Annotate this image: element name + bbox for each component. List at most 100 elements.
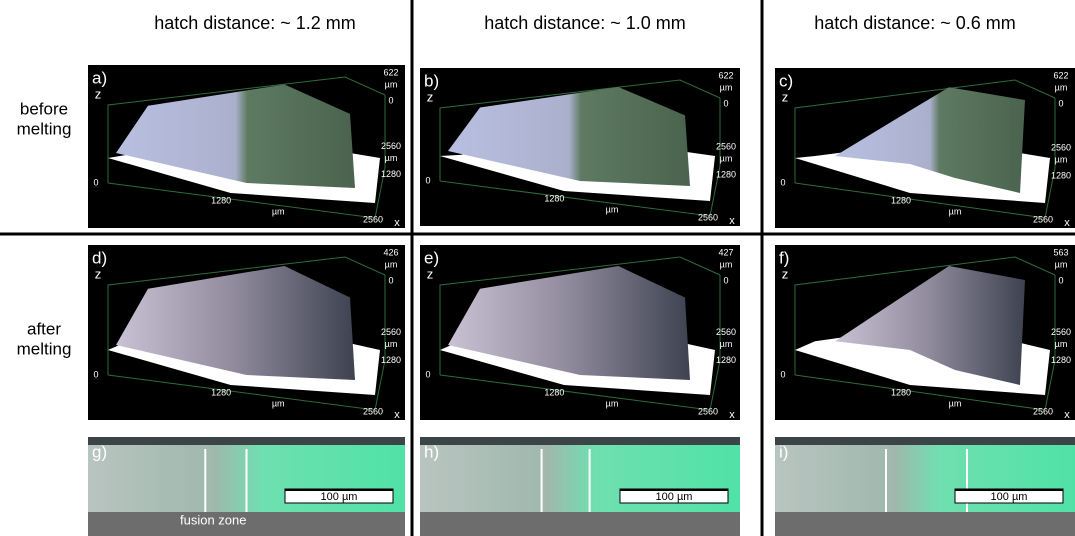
micrograph: h) 100 µm [420,437,740,536]
axis-text: z [427,89,434,104]
axis-text: 0 [425,369,430,379]
axis-text: µm [1055,82,1068,92]
substrate [775,512,1075,536]
axis-text: x [729,215,735,227]
axis-text: 1280 [544,387,564,397]
axis-text: 0 [780,369,785,379]
axis-text: 0 [723,275,728,285]
axis-text: x [394,217,400,229]
surface-panel: c)z 622 µm 0 2560 µm 1280 0 1280 µm 2560 x [775,68,1075,229]
surface-panel: a)z622µm02560µm128001280µm2560x [88,65,405,229]
micrograph: g)100 µmfusion zone [88,437,405,536]
axis-text: µm [272,206,285,216]
axis-text: µm [949,398,962,408]
axis-text: z [782,89,789,104]
axis-text: x [729,409,735,421]
axis-text: 1280 [716,169,736,179]
axis-text: µm [720,339,733,349]
scale-bar-label: 100 µm [656,491,693,503]
axis-text: µm [385,153,398,163]
axis-text: 1280 [891,195,911,205]
panel-label: d) [92,248,107,267]
figure: hatch distance: ~ 1.2 mm hatch distance: … [0,0,1075,536]
axis-text: µm [1055,339,1068,349]
axis-text: µm [606,398,619,408]
axis-text: 0 [93,369,98,379]
panel-label: i) [779,442,788,461]
axis-text: 1280 [544,193,564,203]
axis-text: 1280 [211,195,231,205]
axis-text: µm [720,82,733,92]
panel-label: c) [779,71,793,90]
axis-text: 0 [388,95,393,105]
axis-text: µm [1055,259,1068,269]
axis-text: 2560 [363,214,383,224]
axis-text: µm [720,259,733,269]
axis-text: 1280 [381,169,401,179]
axis-text: µm [385,79,398,89]
axis-text: z [95,86,102,101]
substrate [88,512,405,536]
axis-text: x [1064,217,1070,229]
axis-text: x [1064,409,1070,421]
axis-text: 2560 [363,406,383,416]
axis-text: 2560 [698,212,718,222]
panel-label: h) [424,442,439,461]
axis-text: z [782,266,789,281]
scale-bar-label: 100 µm [321,491,358,503]
top-edge [420,437,740,445]
axis-text: 2560 [1051,142,1071,152]
axis-text: µm [949,206,962,216]
panel-label: g) [92,442,107,461]
column-title: hatch distance: ~ 1.2 mm [154,13,356,33]
scale-bar-label: 100 µm [991,491,1028,503]
axis-text: 1280 [891,387,911,397]
row-label: before [20,99,68,118]
axis-text: x [394,409,400,421]
axis-text: 1280 [211,387,231,397]
axis-text: 2560 [716,327,736,337]
axis-text: 1280 [381,355,401,365]
axis-text: µm [385,339,398,349]
axis-text: 2560 [698,406,718,416]
axis-text: 1280 [1051,355,1071,365]
axis-text: 0 [388,275,393,285]
axis-text: 2560 [1033,406,1053,416]
top-edge [88,437,405,445]
axis-text: µm [385,259,398,269]
axis-text: 2560 [1051,327,1071,337]
top-edge [775,437,1075,445]
axis-text: 0 [780,177,785,187]
row-label: after [27,319,61,338]
axis-text: 1280 [716,355,736,365]
column-title: hatch distance: ~ 0.6 mm [814,13,1016,33]
axis-text: 0 [1058,98,1063,108]
axis-text: 2560 [381,141,401,151]
axis-text: 2560 [716,141,736,151]
axis-text: 2560 [1033,214,1053,224]
axis-text: z [95,266,102,281]
axis-text: 622 [1053,70,1068,80]
axis-text: 1280 [1051,170,1071,180]
axis-text: µm [606,204,619,214]
axis-text: 426 [383,247,398,257]
axis-text: 622 [383,67,398,77]
axis-text: µm [1055,154,1068,164]
panel-label: e) [424,248,439,267]
axis-text: 2560 [381,327,401,337]
row-label: melting [17,339,72,358]
panel-label: a) [92,68,107,87]
axis-text: 0 [1058,275,1063,285]
panel-label: b) [424,71,439,90]
axis-text: µm [720,153,733,163]
substrate [420,512,740,536]
micrograph: i) 100 µm [775,437,1075,536]
panel-label: f) [779,248,789,267]
axis-text: 622 [718,70,733,80]
axis-text: 0 [723,98,728,108]
column-title: hatch distance: ~ 1.0 mm [484,13,686,33]
